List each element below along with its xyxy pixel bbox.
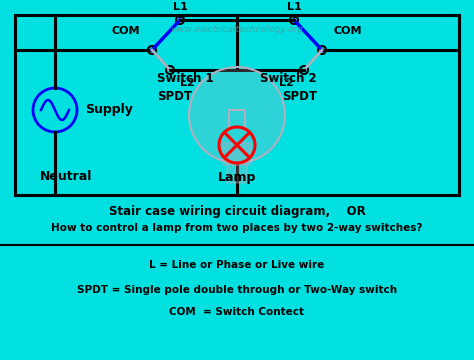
Text: Switch 2: Switch 2 <box>260 72 317 85</box>
Text: L1: L1 <box>287 2 301 12</box>
Text: www.electricaltechnology.org: www.electricaltechnology.org <box>171 26 303 35</box>
Text: L1: L1 <box>173 2 187 12</box>
Text: Supply: Supply <box>85 104 133 117</box>
Bar <box>223 143 251 165</box>
Circle shape <box>189 67 285 163</box>
Bar <box>227 163 247 183</box>
Text: How to control a lamp from two places by two 2-way switches?: How to control a lamp from two places by… <box>51 223 423 233</box>
Text: Switch 1: Switch 1 <box>157 72 214 85</box>
Text: L2: L2 <box>180 78 195 88</box>
Text: SPDT = Single pole double through or Two-Way switch: SPDT = Single pole double through or Two… <box>77 285 397 295</box>
Text: COM  = Switch Contect: COM = Switch Contect <box>170 307 304 317</box>
Text: Lamp: Lamp <box>218 171 256 184</box>
Text: COM: COM <box>334 26 363 36</box>
Text: L2: L2 <box>279 78 294 88</box>
Text: L = Line or Phase or Live wire: L = Line or Phase or Live wire <box>149 260 325 270</box>
Text: Stair case wiring circuit diagram,    OR: Stair case wiring circuit diagram, OR <box>109 206 365 219</box>
Text: Neutral: Neutral <box>40 171 92 184</box>
Text: SPDT: SPDT <box>282 90 317 103</box>
Text: SPDT: SPDT <box>157 90 192 103</box>
Text: COM: COM <box>111 26 140 36</box>
